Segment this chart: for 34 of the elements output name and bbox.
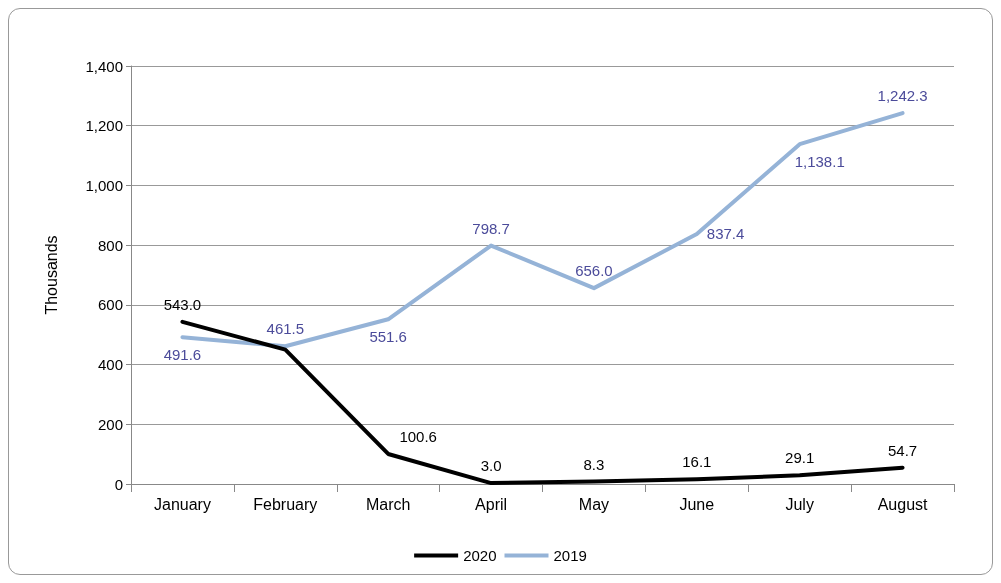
y-tick-label: 0 — [114, 475, 123, 493]
data-label: 798.7 — [472, 219, 510, 237]
y-tick-label: 1,000 — [85, 176, 123, 194]
x-tick-label: August — [877, 495, 929, 513]
data-label: 100.6 — [399, 427, 437, 445]
x-tick-label: April — [475, 495, 508, 513]
x-tick-label: March — [365, 495, 411, 513]
x-tick-label: July — [785, 495, 814, 513]
data-label: 837.4 — [706, 225, 745, 243]
data-label: 491.6 — [163, 346, 202, 364]
data-label: 656.0 — [575, 262, 613, 280]
data-label: 54.7 — [887, 441, 918, 459]
y-tick-label: 600 — [97, 296, 123, 314]
x-tick-label: May — [578, 495, 610, 513]
data-label: 3.0 — [480, 457, 502, 475]
legend-label: 2020 — [463, 547, 497, 564]
y-tick-label: 800 — [97, 236, 123, 254]
data-label: 543.0 — [163, 295, 202, 313]
x-tick-label: June — [679, 495, 715, 513]
x-tick-label: February — [253, 495, 318, 513]
x-tick-label: January — [153, 495, 211, 513]
y-tick-label: 400 — [97, 356, 123, 374]
y-tick-label: 1,400 — [85, 57, 123, 75]
y-tick-label: 1,200 — [85, 117, 123, 135]
data-label: 551.6 — [369, 328, 407, 346]
data-label: 8.3 — [583, 455, 605, 473]
data-label: 16.1 — [682, 453, 712, 471]
y-axis-title: Thousands — [42, 235, 60, 315]
data-label: 1,138.1 — [794, 153, 845, 171]
legend-label: 2019 — [553, 547, 587, 564]
data-label: 1,242.3 — [877, 87, 928, 105]
data-label: 29.1 — [785, 449, 815, 467]
y-tick-label: 200 — [97, 415, 123, 433]
data-label: 461.5 — [266, 320, 305, 338]
